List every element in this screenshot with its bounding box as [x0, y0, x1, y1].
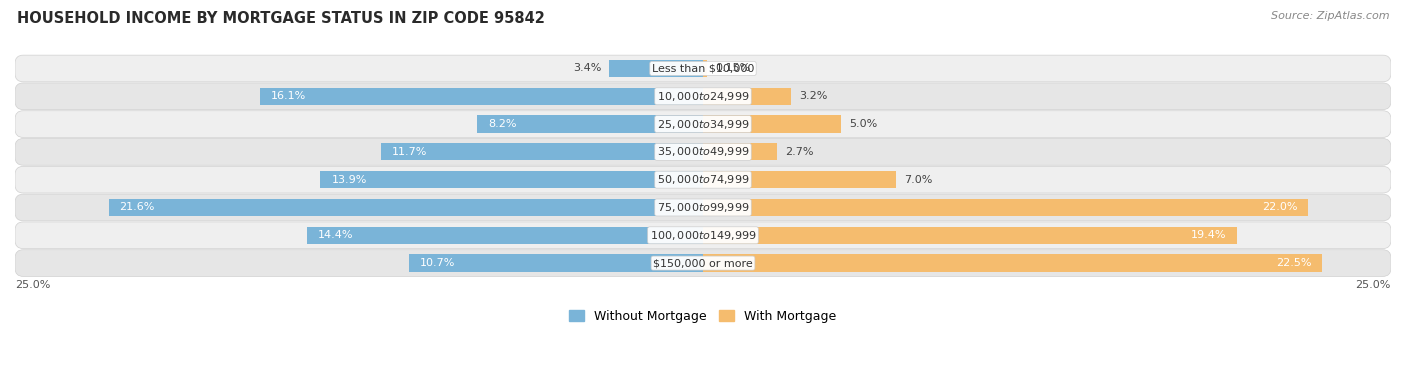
- Bar: [703, 171, 896, 188]
- Text: $50,000 to $74,999: $50,000 to $74,999: [657, 173, 749, 186]
- Text: Source: ZipAtlas.com: Source: ZipAtlas.com: [1271, 11, 1389, 21]
- FancyBboxPatch shape: [15, 83, 1391, 110]
- Text: 16.1%: 16.1%: [271, 91, 307, 101]
- Text: 3.4%: 3.4%: [572, 64, 602, 73]
- Legend: Without Mortgage, With Mortgage: Without Mortgage, With Mortgage: [564, 305, 842, 328]
- Bar: [108, 199, 703, 216]
- Text: HOUSEHOLD INCOME BY MORTGAGE STATUS IN ZIP CODE 95842: HOUSEHOLD INCOME BY MORTGAGE STATUS IN Z…: [17, 11, 544, 26]
- Text: $100,000 to $149,999: $100,000 to $149,999: [650, 229, 756, 242]
- Text: Less than $10,000: Less than $10,000: [652, 64, 754, 73]
- Text: 22.0%: 22.0%: [1263, 203, 1298, 212]
- Bar: [260, 88, 703, 105]
- Text: $150,000 or more: $150,000 or more: [654, 258, 752, 268]
- FancyBboxPatch shape: [15, 250, 1391, 276]
- Text: $10,000 to $24,999: $10,000 to $24,999: [657, 90, 749, 103]
- FancyBboxPatch shape: [15, 111, 1391, 138]
- Text: $75,000 to $99,999: $75,000 to $99,999: [657, 201, 749, 214]
- Text: 10.7%: 10.7%: [419, 258, 456, 268]
- Bar: [703, 88, 792, 105]
- Bar: [609, 60, 703, 77]
- Bar: [703, 115, 841, 133]
- Bar: [409, 254, 703, 272]
- Text: 8.2%: 8.2%: [488, 119, 517, 129]
- Bar: [321, 171, 703, 188]
- Text: $25,000 to $34,999: $25,000 to $34,999: [657, 118, 749, 130]
- Text: 3.2%: 3.2%: [800, 91, 828, 101]
- Text: 21.6%: 21.6%: [120, 203, 155, 212]
- Text: $35,000 to $49,999: $35,000 to $49,999: [657, 146, 749, 158]
- FancyBboxPatch shape: [15, 222, 1391, 249]
- Text: 13.9%: 13.9%: [332, 175, 367, 185]
- Bar: [477, 115, 703, 133]
- Bar: [703, 227, 1237, 244]
- Bar: [703, 199, 1309, 216]
- FancyBboxPatch shape: [15, 55, 1391, 82]
- Text: 5.0%: 5.0%: [849, 119, 877, 129]
- Text: 22.5%: 22.5%: [1275, 258, 1312, 268]
- Text: 19.4%: 19.4%: [1191, 230, 1226, 240]
- Text: 2.7%: 2.7%: [786, 147, 814, 157]
- FancyBboxPatch shape: [15, 138, 1391, 165]
- Bar: [381, 143, 703, 161]
- Text: 14.4%: 14.4%: [318, 230, 353, 240]
- Bar: [703, 60, 707, 77]
- Text: 25.0%: 25.0%: [1355, 280, 1391, 290]
- FancyBboxPatch shape: [15, 194, 1391, 221]
- FancyBboxPatch shape: [15, 166, 1391, 193]
- Text: 25.0%: 25.0%: [15, 280, 51, 290]
- Text: 11.7%: 11.7%: [392, 147, 427, 157]
- Bar: [703, 254, 1322, 272]
- Text: 7.0%: 7.0%: [904, 175, 932, 185]
- Bar: [307, 227, 703, 244]
- Text: 0.15%: 0.15%: [716, 64, 751, 73]
- Bar: [703, 143, 778, 161]
